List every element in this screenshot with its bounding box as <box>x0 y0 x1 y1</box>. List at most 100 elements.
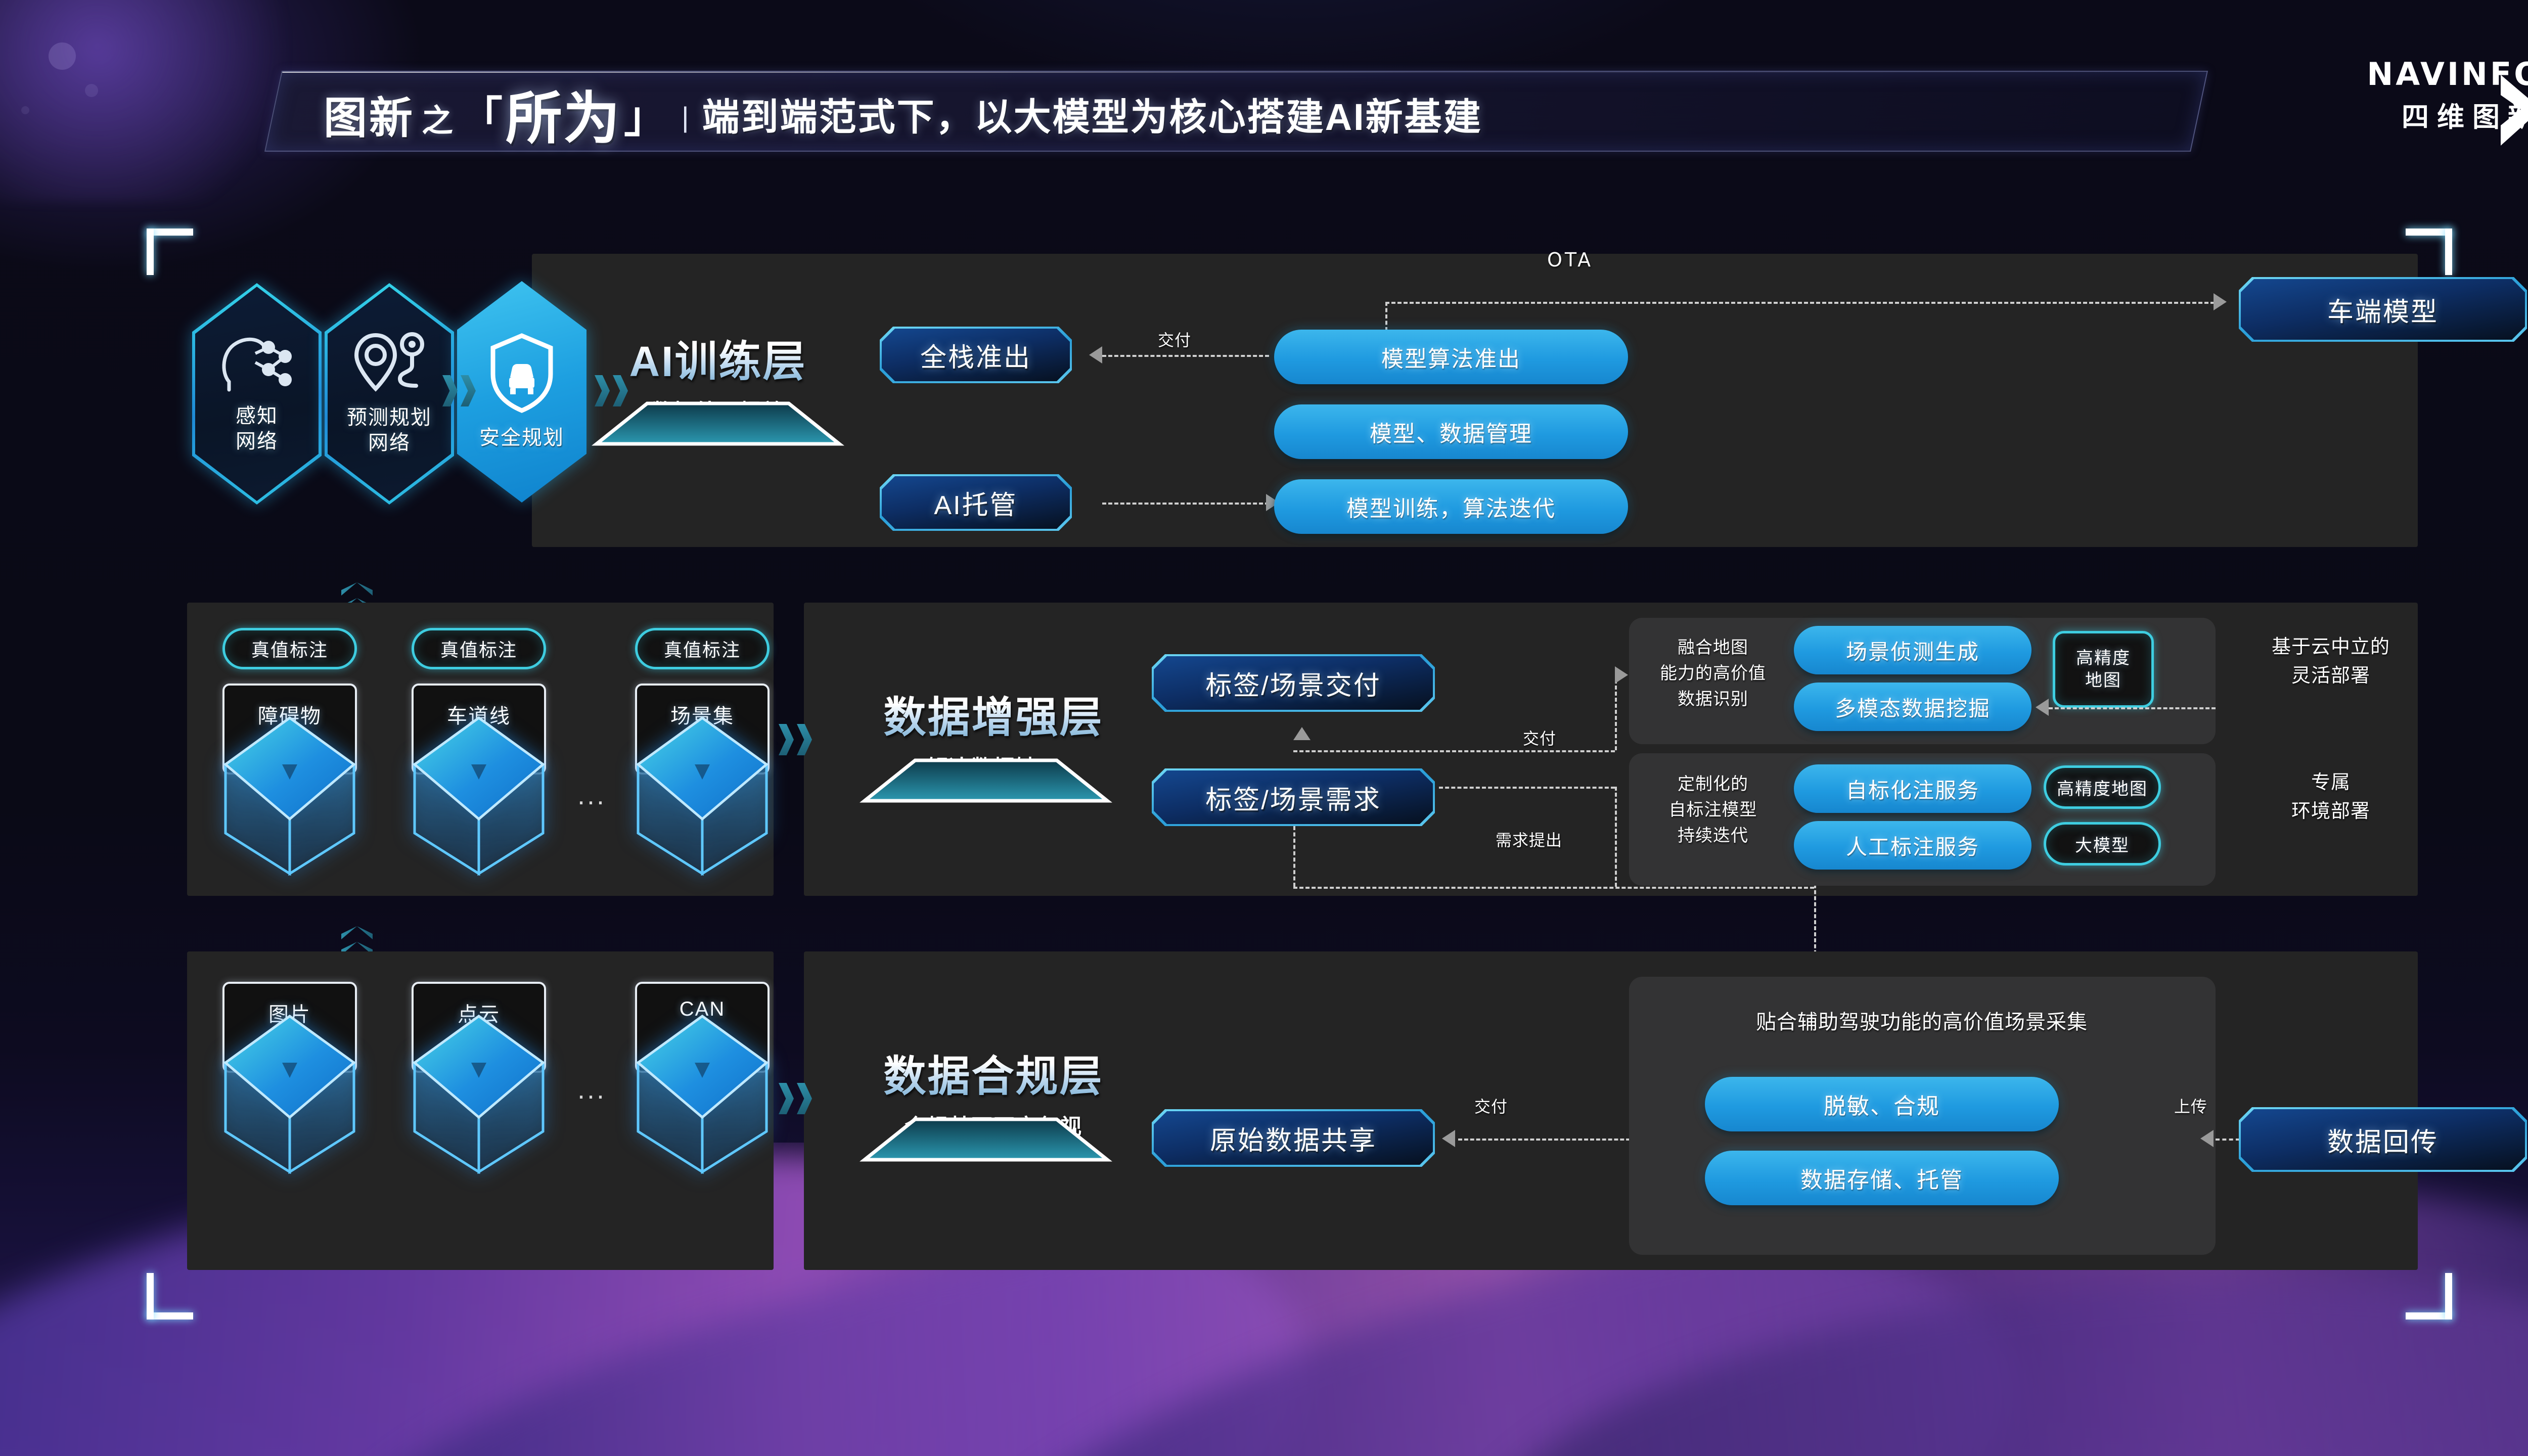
tag-ground-truth-1[interactable]: 真值标注 <box>222 628 357 669</box>
connector-ota-down <box>1385 302 1387 331</box>
platform-plate-icon <box>860 758 1112 803</box>
chevron-right-icon <box>595 375 628 406</box>
frame-corner-top-right <box>2406 229 2452 275</box>
arrow-right-icon <box>1615 666 1628 684</box>
decor-bubble <box>21 106 29 114</box>
label-delivery-ai: 交付 <box>1158 331 1192 349</box>
decor-bubble <box>49 42 76 70</box>
prediction-planning-icon <box>354 332 424 392</box>
pill-desensitization-compliance[interactable]: 脱敏、合规 <box>1705 1077 2059 1131</box>
button-raw-data-sharing[interactable]: 原始数据共享 <box>1152 1109 1435 1167</box>
note-dedicated-environment-deployment: 专属 环境部署 <box>2291 772 2370 822</box>
connector-demand-v <box>1293 826 1295 887</box>
connector-ota <box>1385 302 2215 304</box>
arrow-left-icon <box>1089 346 1102 363</box>
arrow-left-icon <box>2200 1130 2214 1147</box>
pill-label: 数据存储、托管 <box>1800 1168 1963 1193</box>
label-delivery-compliance: 交付 <box>1474 1098 1508 1116</box>
connector-delivery-compliance <box>1458 1139 1636 1141</box>
title-emphasis: 所为 <box>506 87 621 150</box>
pill-model-data-management[interactable]: 模型、数据管理 <box>1274 404 1628 459</box>
title-subtitle: 端到端范式下，以大模型为核心搭建AI新基建 <box>702 96 1482 138</box>
title-divider: | <box>682 101 689 133</box>
chip-label: 大模型 <box>2075 836 2130 855</box>
platform-plate-icon <box>592 401 844 446</box>
button-vehicle-side-model[interactable]: 车端模型 <box>2239 277 2527 342</box>
connector-demand-h2 <box>1439 787 1615 789</box>
button-label-scenario-demand[interactable]: 标签/场景需求 <box>1152 768 1435 826</box>
pill-label: 多模态数据挖掘 <box>1834 696 1991 720</box>
chevron-right-icon <box>2501 75 2528 146</box>
button-label-scenario-delivery[interactable]: 标签/场景交付 <box>1152 654 1435 712</box>
hexagon-label: 预测规划 网络 <box>347 406 432 454</box>
pill-scenario-detection-generation[interactable]: 场景侦测生成 <box>1794 626 2032 674</box>
chip-hd-map-bottom[interactable]: 高精度地图 <box>2044 765 2161 809</box>
layer-title-text: 数据增强层 <box>829 684 1158 745</box>
pill-manual-annotation-service[interactable]: 人工标注服务 <box>1794 821 2032 870</box>
connector-demand-v2 <box>1615 787 1617 887</box>
chevron-right-icon <box>779 1083 812 1114</box>
crystal-package-icon <box>223 716 356 876</box>
ellipsis-label: ... <box>577 780 607 810</box>
chip-label: 高精度 地图 <box>2076 648 2131 690</box>
hexagon-prediction-planning-network[interactable]: 预测规划 网络 <box>325 283 454 505</box>
pill-multimodal-data-mining[interactable]: 多模态数据挖掘 <box>1794 682 2032 731</box>
pill-label: 脱敏、合规 <box>1824 1094 1940 1119</box>
title-main: 图新 <box>324 94 415 143</box>
pill-auto-annotation-service[interactable]: 自标化注服务 <box>1794 764 2032 813</box>
connector-upload <box>2216 1139 2240 1141</box>
label-delivery-enhancement: 交付 <box>1523 730 1557 748</box>
note-high-value-scenario: 贴合辅助驾驶功能的高价值场景采集 <box>1756 1011 2088 1033</box>
label-upload: 上传 <box>2174 1098 2208 1116</box>
arrow-left-icon <box>2036 699 2049 716</box>
connector-hd-map-top <box>2049 707 2216 709</box>
label-demand-submit: 需求提出 <box>1496 831 1563 849</box>
title-zhi: 之 <box>422 104 454 139</box>
button-label: 车端模型 <box>2327 297 2439 327</box>
content-frame: 感知 网络 预测规划 网络 <box>147 229 2452 1320</box>
tag-ground-truth-3[interactable]: 真值标注 <box>635 628 770 669</box>
hexagon-perception-network[interactable]: 感知 网络 <box>192 283 322 505</box>
perception-network-icon <box>222 338 292 392</box>
logo-wordmark-en: NAVINFO <box>2367 56 2528 93</box>
pill-data-storage-hosting[interactable]: 数据存储、托管 <box>1705 1151 2059 1205</box>
button-full-stack-output[interactable]: 全栈准出 <box>880 327 1072 383</box>
layer-title-text: 数据合规层 <box>829 1042 1158 1104</box>
bracket-close: 」 <box>624 93 667 141</box>
chip-hd-map-top[interactable]: 高精度 地图 <box>2053 631 2154 708</box>
decor-bubble <box>85 84 98 97</box>
button-label: 标签/场景需求 <box>1205 785 1381 815</box>
platform-plate-icon <box>860 1117 1112 1162</box>
frame-corner-top-left <box>147 229 193 275</box>
page-title: 图新 之 「 所为 」 | 端到端范式下，以大模型为核心搭建AI新基建 <box>324 76 1482 152</box>
crystal-package-icon <box>636 716 769 876</box>
note-custom-annotation: 定制化的 自标注模型 持续迭代 <box>1668 775 1757 845</box>
layer-title-text: AI训练层 <box>561 328 875 389</box>
navinfo-logo: NAVINFO 四维图新 <box>2260 56 2528 146</box>
chevron-right-icon <box>779 724 812 755</box>
slide-header: 图新 之 「 所为 」 | 端到端范式下，以大模型为核心搭建AI新基建 NAVI… <box>0 0 2528 202</box>
button-label: AI托管 <box>934 490 1018 520</box>
hexagon-safety-planning[interactable]: 安全规划 <box>457 281 586 503</box>
connector-delivery-enh-v <box>1615 673 1617 750</box>
note-fusion-map: 融合地图 能力的高价值 数据识别 <box>1660 638 1766 709</box>
button-data-backhaul[interactable]: 数据回传 <box>2239 1107 2527 1172</box>
button-label: 数据回传 <box>2327 1127 2439 1157</box>
tag-ground-truth-2[interactable]: 真值标注 <box>412 628 546 669</box>
pill-model-algorithm-output[interactable]: 模型算法准出 <box>1274 330 1628 384</box>
pill-label: 模型训练，算法迭代 <box>1346 496 1556 521</box>
hexagon-label: 安全规划 <box>479 427 564 449</box>
pill-label: 场景侦测生成 <box>1845 640 1979 664</box>
button-label: 全栈准出 <box>920 343 1031 373</box>
pill-model-training-iteration[interactable]: 模型训练，算法迭代 <box>1274 479 1628 534</box>
chevron-up-icon <box>341 926 373 955</box>
button-label: 原始数据共享 <box>1209 1126 1377 1156</box>
pill-label: 模型算法准出 <box>1381 347 1521 372</box>
button-label: 标签/场景交付 <box>1205 671 1381 701</box>
chip-large-model[interactable]: 大模型 <box>2044 822 2161 866</box>
frame-corner-bottom-right <box>2406 1273 2452 1320</box>
note-cloud-neutral-deployment: 基于云中立的 灵活部署 <box>2271 636 2390 687</box>
crystal-package-icon <box>636 1014 769 1174</box>
button-ai-hosting[interactable]: AI托管 <box>880 474 1072 531</box>
pill-label: 自标化注服务 <box>1845 778 1979 802</box>
